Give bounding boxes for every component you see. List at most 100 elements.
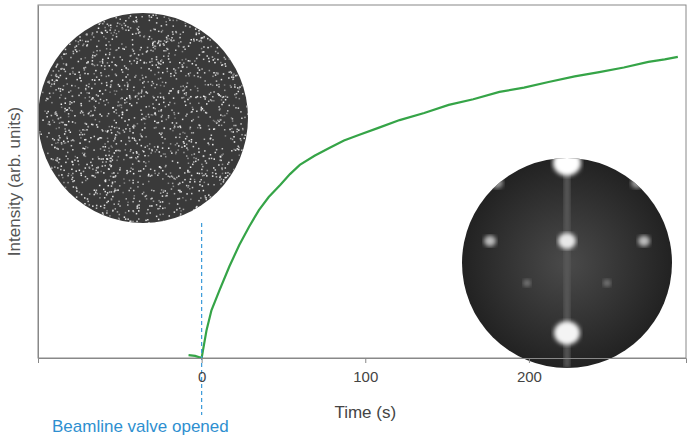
inset-left [38,13,249,224]
noise-dot [58,118,60,120]
noise-dot [191,132,193,134]
noise-dot [142,53,144,55]
noise-dot [115,208,117,210]
noise-dot [108,168,110,170]
noise-dot [109,126,111,128]
noise-dot [210,92,212,94]
noise-dot [65,49,67,51]
noise-dot [160,97,162,99]
noise-dot [243,138,245,140]
noise-dot [86,85,88,87]
noise-dot [117,189,119,191]
noise-dot [153,200,155,202]
noise-dot [155,108,157,110]
noise-dot [54,122,56,124]
noise-dot [212,144,214,146]
noise-dot [96,50,98,52]
noise-dot [125,46,127,48]
noise-dot [110,158,112,160]
noise-dot [242,93,244,95]
noise-dot [96,205,98,207]
noise-dot [179,167,181,169]
noise-dot [105,191,107,193]
noise-dot [174,75,176,77]
noise-dot [202,37,204,39]
noise-dot [108,25,110,27]
noise-dot [224,63,226,65]
noise-dot [163,102,165,104]
noise-dot [203,155,205,157]
noise-dot [92,64,94,65]
noise-dot [190,199,192,201]
noise-dot [115,94,117,96]
noise-dot [168,38,170,40]
noise-dot [75,49,77,51]
noise-dot [241,85,243,87]
noise-dot [87,198,89,200]
noise-dot [169,215,171,217]
noise-dot [205,96,207,98]
noise-dot [142,75,144,77]
noise-dot [193,157,195,159]
noise-dot [87,61,89,63]
noise-dot [73,51,75,53]
noise-dot [59,122,61,124]
noise-dot [210,84,212,86]
noise-dot [240,123,242,125]
noise-dot [94,83,96,85]
noise-dot [166,41,168,43]
noise-dot [116,127,118,129]
noise-dot [193,40,195,42]
noise-dot [111,132,113,134]
noise-dot [129,79,131,81]
noise-dot [56,115,58,117]
noise-dot [136,95,138,97]
noise-dot [187,82,189,84]
noise-dot [217,73,219,75]
noise-dot [108,168,110,170]
noise-dot [136,207,138,209]
noise-dot [111,185,113,187]
noise-dot [244,134,246,136]
noise-dot [139,201,141,203]
noise-dot [128,119,130,121]
noise-dot [186,144,188,146]
noise-dot [209,94,211,96]
noise-dot [93,149,95,151]
noise-dot [233,105,235,107]
noise-dot [231,117,233,119]
noise-dot [99,90,101,92]
noise-dot [80,132,82,134]
noise-dot [217,52,219,54]
noise-dot [95,107,97,109]
noise-dot [149,20,151,22]
noise-dot [138,93,140,95]
noise-dot [58,162,60,164]
noise-dot [109,54,111,56]
noise-dot [113,111,115,113]
noise-dot [204,80,206,82]
noise-dot [211,158,213,160]
noise-dot [174,193,176,195]
noise-dot [222,153,224,155]
diffraction-spot [491,178,503,189]
annotation-text: Beamline valve opened [52,417,229,436]
noise-dot [118,47,120,49]
noise-dot [174,54,176,56]
noise-dot [70,109,72,111]
noise-dot [108,155,110,157]
noise-dot [86,129,88,131]
noise-dot [101,32,103,34]
noise-dot [210,138,212,140]
noise-dot [42,119,44,121]
noise-dot [128,17,130,19]
noise-dot [102,130,104,132]
noise-dot [96,190,98,192]
noise-dot [235,97,237,99]
noise-dot [166,38,168,40]
noise-dot [176,209,178,211]
noise-dot [160,110,162,112]
noise-dot [162,147,164,149]
noise-dot [114,191,116,193]
noise-dot [67,175,69,177]
